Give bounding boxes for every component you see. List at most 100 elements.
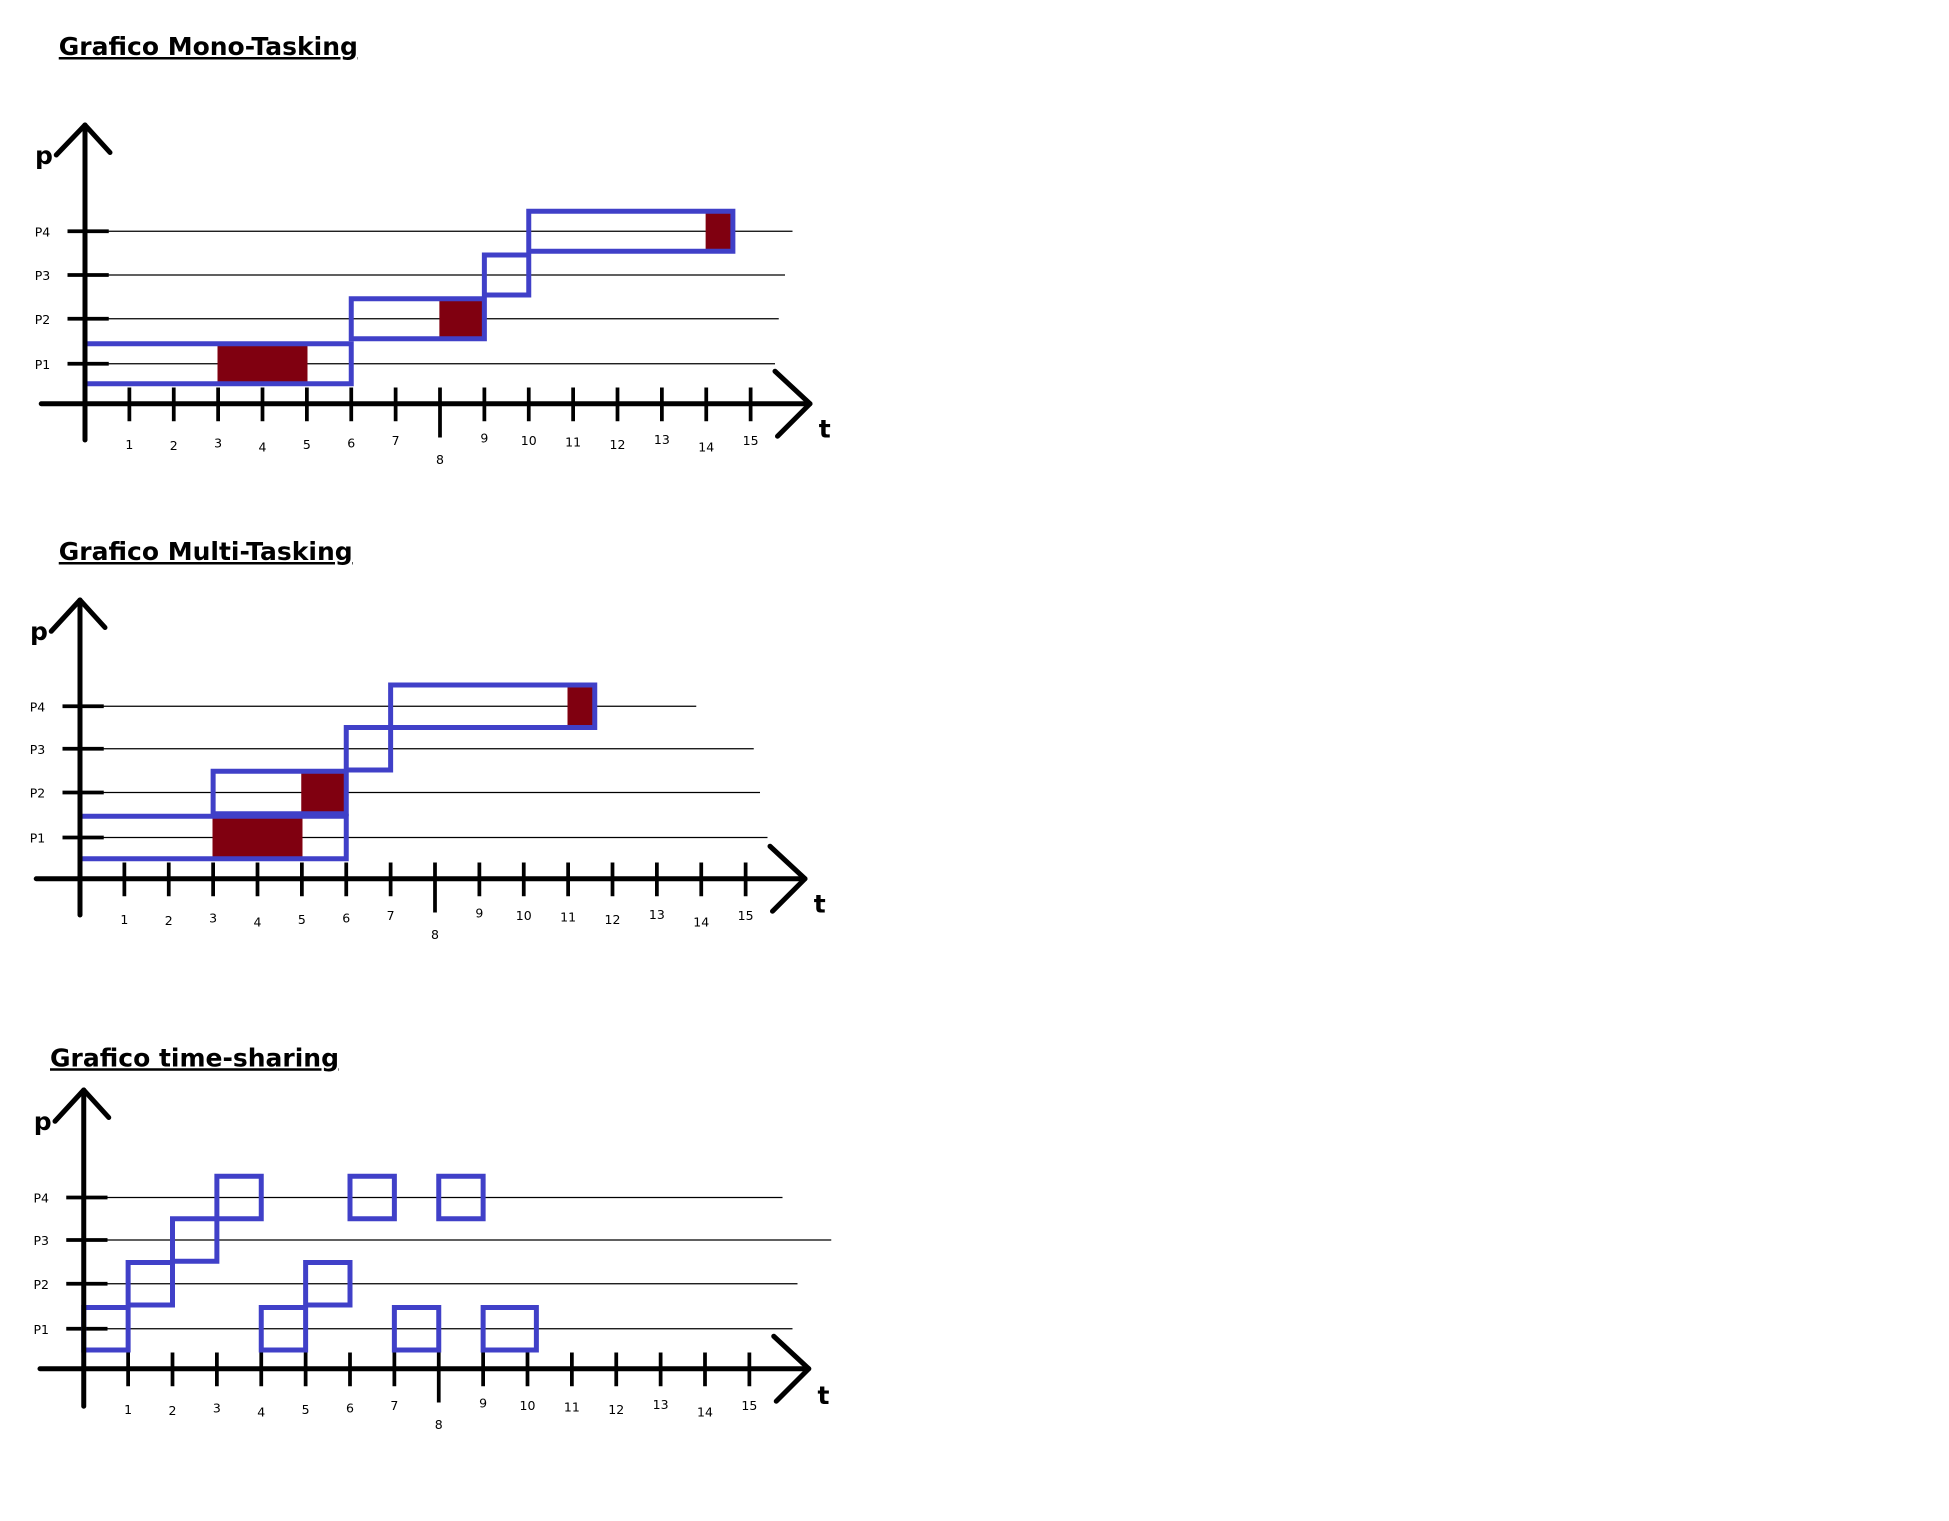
process-label-p4: P4	[34, 1191, 50, 1206]
x-tick-label-1: 1	[125, 437, 133, 452]
box-p4-3	[526, 208, 736, 254]
x-tick-label-7: 7	[392, 433, 400, 448]
chart-title-multi-tasking: Grafico Multi-Tasking	[59, 537, 353, 566]
x-tick-label-13: 13	[653, 1397, 669, 1412]
time-ticks: 1 2 3 4 5 6 789 10 11 12 13 14 15	[125, 387, 759, 467]
process-boxes	[82, 208, 736, 387]
box-p2-5	[303, 1260, 353, 1308]
x-tick-label-15: 15	[743, 433, 759, 448]
x-tick-label-4: 4	[259, 439, 267, 454]
x-tick-label-6: 6	[342, 911, 350, 926]
x-tick-label-4: 4	[257, 1404, 265, 1419]
x-tick-label-3: 3	[209, 911, 217, 926]
box-p4-3	[388, 682, 598, 730]
process-label-p3: P3	[35, 268, 51, 283]
x-tick-label-5: 5	[303, 437, 311, 452]
x-tick-label-9: 9	[479, 1396, 487, 1411]
y-axis-label: p	[35, 141, 53, 170]
x-tick-label-12: 12	[610, 437, 626, 452]
x-axis-label: t	[818, 1381, 830, 1410]
x-tick-label-7: 7	[390, 1398, 398, 1413]
box-p4-8	[436, 1173, 486, 1222]
box-p4-6	[347, 1173, 397, 1222]
x-tick-label-5: 5	[302, 1402, 310, 1417]
x-tick-label-13: 13	[654, 432, 670, 447]
y-axis-arrowhead	[52, 1087, 112, 1124]
box-p3-2	[170, 1216, 220, 1264]
box-p2-1	[210, 768, 349, 817]
blocked-p4-2	[567, 684, 596, 729]
box-p1-7	[391, 1305, 442, 1353]
y-axis-label: p	[30, 617, 48, 646]
blocked-p1-0	[217, 343, 308, 385]
x-tick-label-12: 12	[605, 912, 621, 927]
x-axis-label: t	[819, 415, 831, 444]
x-tick-label-3: 3	[214, 436, 222, 451]
process-label-p2: P2	[35, 312, 51, 327]
x-tick-label-10: 10	[516, 908, 532, 923]
x-axis-arrowhead	[772, 368, 813, 439]
x-tick-label-11: 11	[560, 909, 576, 924]
axes	[33, 597, 808, 918]
chart-title-mono-tasking: Grafico Mono-Tasking	[59, 32, 358, 61]
process-boxes	[77, 682, 598, 862]
x-axis-arrowhead	[767, 843, 808, 914]
blocked-p4-2	[705, 210, 734, 252]
x-tick-label-15: 15	[741, 1398, 757, 1413]
x-tick-label-2: 2	[165, 913, 173, 928]
x-tick-label-5: 5	[298, 912, 306, 927]
x-tick-label-14: 14	[698, 439, 714, 454]
x-tick-label-8: 8	[435, 1417, 443, 1432]
x-tick-label-7: 7	[387, 908, 395, 923]
x-tick-label-1: 1	[124, 1402, 132, 1417]
box-p2-1	[125, 1260, 175, 1308]
x-tick-label-10: 10	[521, 433, 537, 448]
x-tick-label-8: 8	[431, 927, 439, 942]
blocked-p2-1	[439, 298, 485, 340]
axes	[37, 1087, 812, 1409]
x-tick-label-4: 4	[254, 914, 262, 929]
x-tick-label-1: 1	[120, 912, 128, 927]
blocked-p1-0	[212, 815, 303, 860]
process-label-p3: P3	[34, 1233, 50, 1248]
time-ticks: 1 2 3 4 5 6 789 10 11 12 13 14 15	[124, 1352, 757, 1432]
process-label-p1: P1	[30, 831, 45, 846]
process-label-p4: P4	[35, 224, 51, 239]
x-tick-label-2: 2	[169, 1403, 177, 1418]
x-tick-label-10: 10	[520, 1398, 536, 1413]
x-tick-label-2: 2	[170, 438, 178, 453]
x-tick-label-3: 3	[213, 1401, 221, 1416]
x-axis-label: t	[814, 890, 826, 919]
x-tick-label-9: 9	[480, 431, 488, 446]
chart-title-time-sharing: Grafico time-sharing	[50, 1043, 339, 1072]
y-axis-label: p	[34, 1107, 52, 1136]
x-tick-label-11: 11	[564, 1399, 580, 1414]
x-tick-label-6: 6	[346, 1401, 354, 1416]
x-tick-label-12: 12	[608, 1402, 624, 1417]
x-axis-arrowhead	[771, 1333, 812, 1404]
box-p3-2	[343, 725, 394, 773]
process-label-p1: P1	[35, 357, 51, 372]
box-p4-3	[214, 1173, 264, 1222]
x-tick-label-14: 14	[697, 1404, 713, 1419]
box-p3-2	[481, 252, 532, 298]
x-tick-label-11: 11	[565, 434, 581, 449]
box-p1-4	[258, 1305, 309, 1353]
x-tick-label-13: 13	[649, 907, 665, 922]
process-label-p2: P2	[34, 1277, 50, 1292]
time-ticks: 1 2 3 4 5 6 789 10 11 12 13 14 15	[120, 862, 754, 942]
x-tick-label-6: 6	[347, 436, 355, 451]
blocked-p2-1	[301, 770, 347, 815]
axes	[38, 122, 813, 443]
x-tick-label-8: 8	[436, 452, 444, 467]
process-label-p4: P4	[30, 699, 46, 714]
x-tick-label-15: 15	[738, 908, 754, 923]
y-axis-arrowhead	[53, 122, 113, 158]
x-tick-label-9: 9	[475, 906, 483, 921]
process-label-p3: P3	[30, 742, 45, 757]
